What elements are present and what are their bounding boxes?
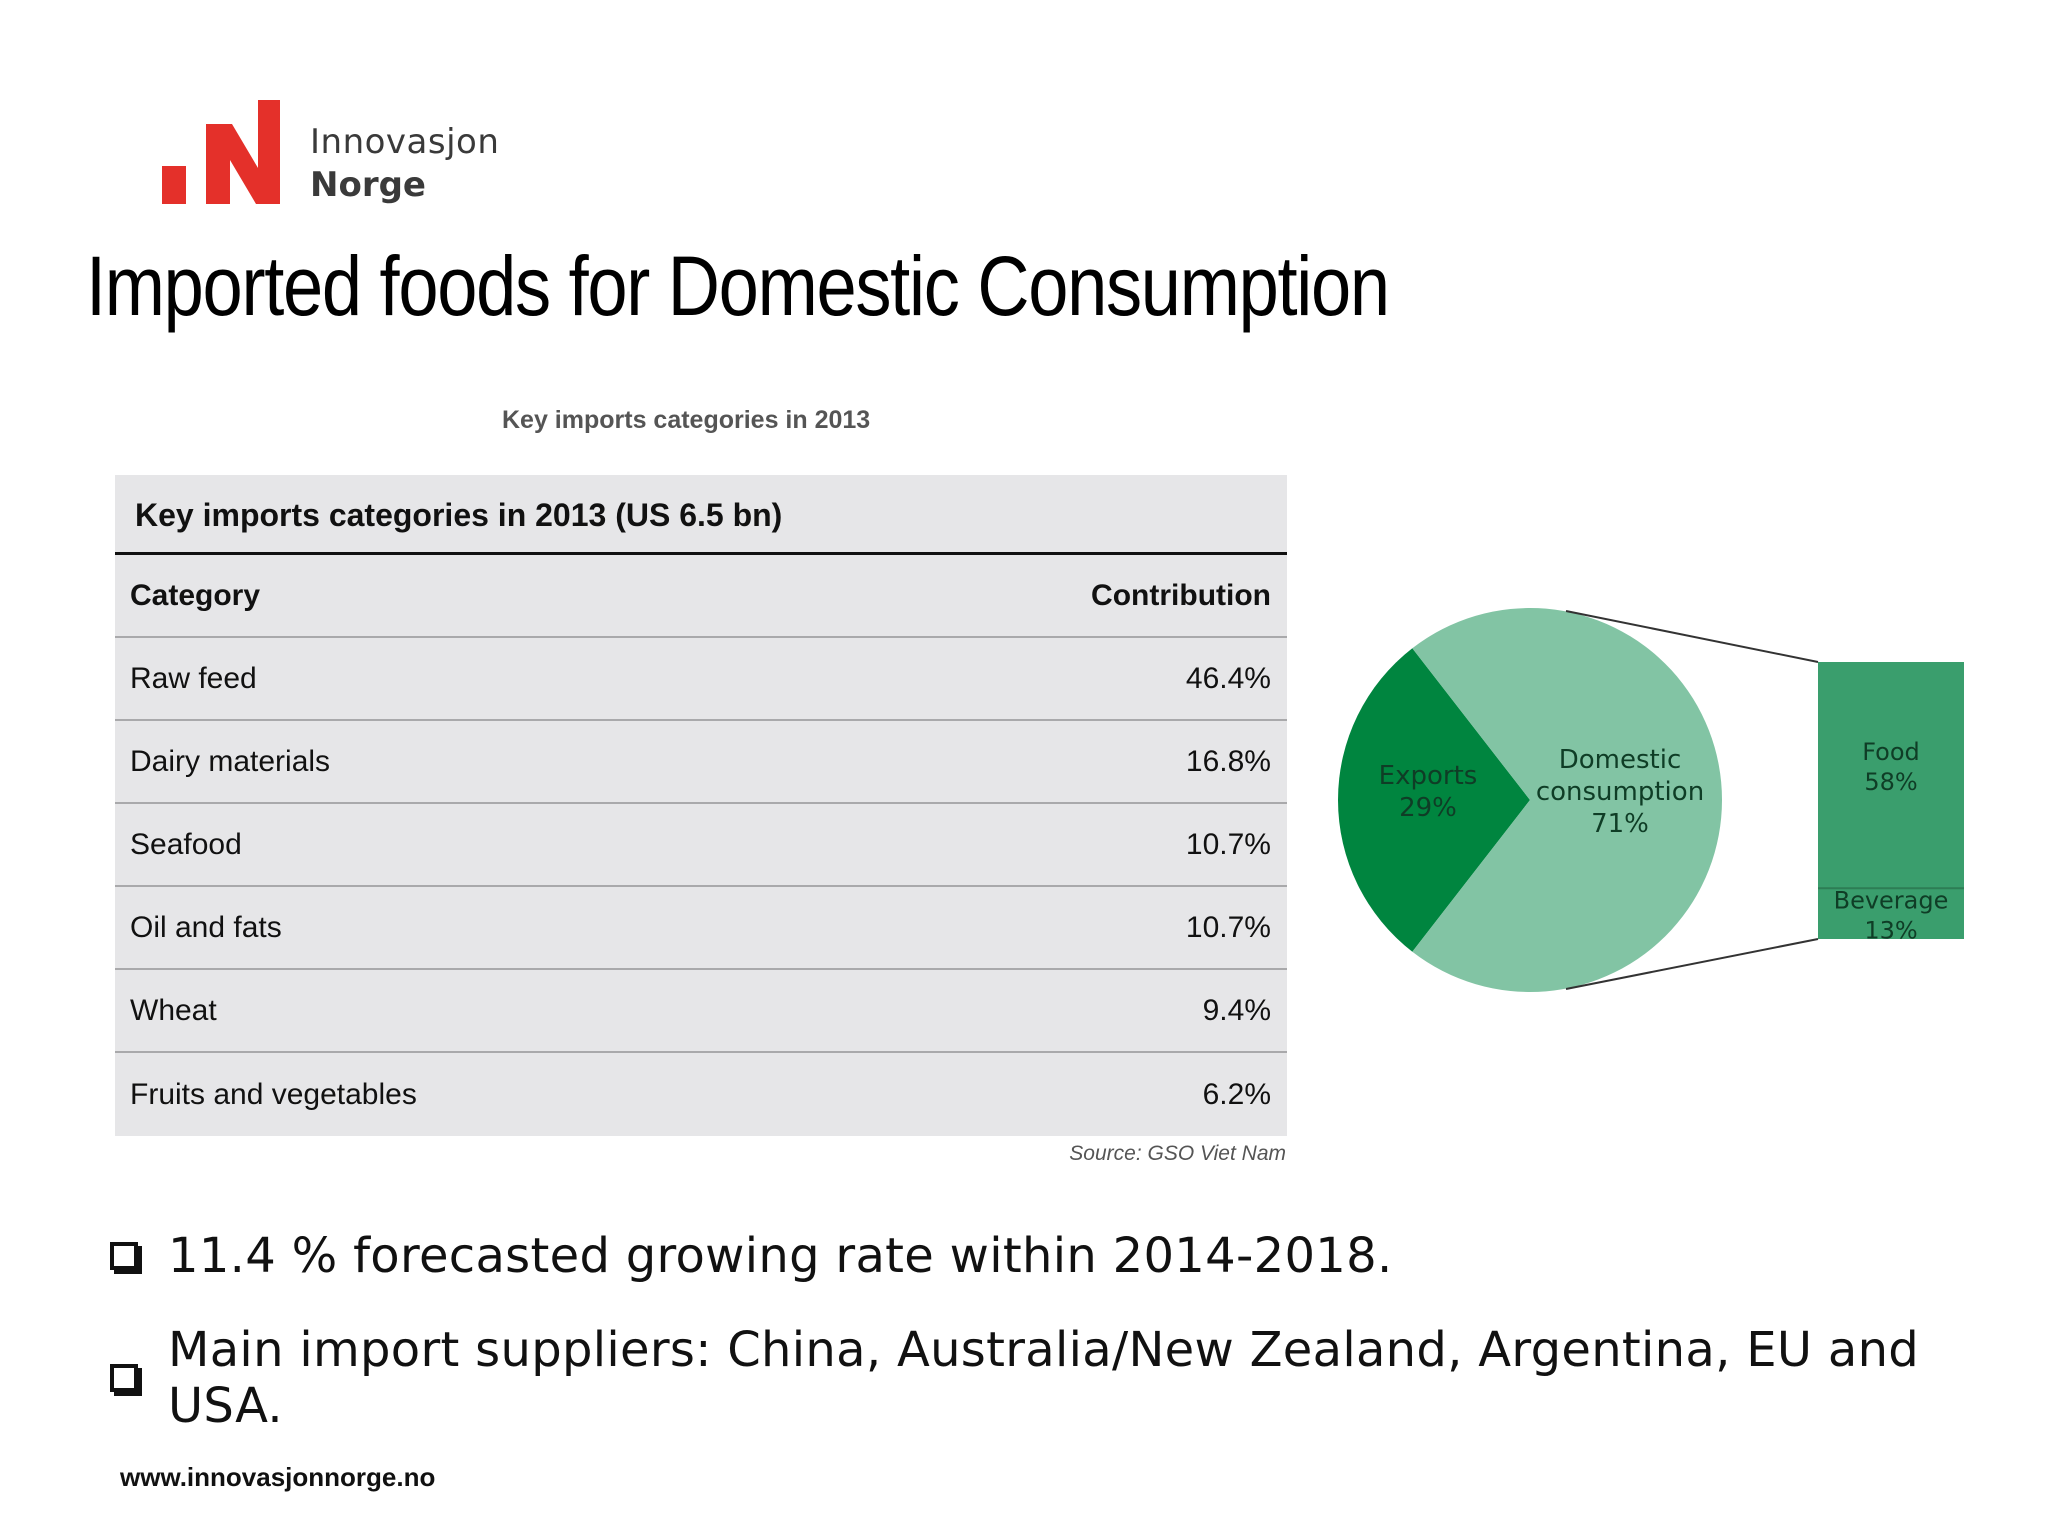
pie-slice-label: Exports 29%	[1379, 761, 1478, 823]
logo-wordmark: Innovasjon Norge	[310, 122, 500, 206]
connector-line	[1565, 938, 1819, 990]
pie-slice-label: Domestic consumption 71%	[1536, 745, 1704, 839]
pie-slice-domestic-consumption	[1412, 608, 1722, 992]
table-row: Wheat 9.4%	[115, 970, 1287, 1053]
breakdown-segment-food	[1818, 662, 1964, 889]
row-category: Wheat	[130, 993, 217, 1027]
imports-table: Key imports categories in 2013 (US 6.5 b…	[115, 475, 1287, 1136]
row-contribution: 10.7%	[1185, 910, 1271, 944]
bullet-item: Main import suppliers: China, Australia/…	[110, 1322, 2048, 1434]
table-row: Dairy materials 16.8%	[115, 721, 1287, 804]
row-contribution: 46.4%	[1185, 661, 1271, 695]
row-category: Seafood	[130, 827, 242, 861]
row-contribution: 6.2%	[1202, 1077, 1271, 1111]
row-category: Dairy materials	[130, 744, 331, 778]
column-header-category: Category	[130, 578, 261, 612]
table-row: Oil and fats 10.7%	[115, 887, 1287, 970]
column-header-contribution: Contribution	[1091, 578, 1271, 612]
table-row: Seafood 10.7%	[115, 804, 1287, 887]
breakdown-label: Beverage 13%	[1834, 886, 1949, 944]
table-source: Source: GSO Viet Nam	[1069, 1142, 1286, 1165]
bullet-text: Main import suppliers: China, Australia/…	[168, 1322, 1920, 1434]
table-row: Fruits and vegetables 6.2%	[115, 1053, 1287, 1136]
table-heading: Key imports categories in 2013 (US 6.5 b…	[115, 475, 1287, 555]
pie-chart: Exports 29% Domestic consumption 71% Food 58% B…	[1338, 608, 1964, 992]
pie-slice-exports	[1338, 648, 1530, 952]
logo-line-1: Innovasjon	[310, 122, 500, 162]
breakdown-segment-beverage	[1818, 888, 1964, 939]
bullet-list: 11.4 % forecasted growing rate within 20…	[110, 1228, 2048, 1472]
innovasjon-norge-logo-mark	[162, 100, 280, 204]
table-header-row: Category Contribution	[115, 555, 1287, 638]
footer-url: www.innovasjonnorge.no	[120, 1462, 436, 1492]
row-contribution: 16.8%	[1185, 744, 1271, 778]
checkbox-bullet-icon	[110, 1242, 138, 1270]
bullet-item: 11.4 % forecasted growing rate within 20…	[110, 1228, 2048, 1284]
bullet-text: 11.4 % forecasted growing rate within 20…	[168, 1228, 1393, 1284]
row-contribution: 10.7%	[1185, 827, 1271, 861]
page-title: Imported foods for Domestic Consumption	[86, 239, 1390, 333]
row-contribution: 9.4%	[1202, 993, 1271, 1027]
table-row: Raw feed 46.4%	[115, 638, 1287, 721]
row-category: Oil and fats	[130, 910, 282, 944]
row-category: Raw feed	[130, 661, 257, 695]
chart-caption: Key imports categories in 2013	[502, 406, 871, 434]
logo-line-2: Norge	[310, 165, 426, 206]
row-category: Fruits and vegetables	[130, 1077, 417, 1111]
connector-line	[1565, 610, 1819, 663]
breakdown-label: Food 58%	[1862, 738, 1920, 796]
checkbox-bullet-icon	[110, 1364, 138, 1392]
